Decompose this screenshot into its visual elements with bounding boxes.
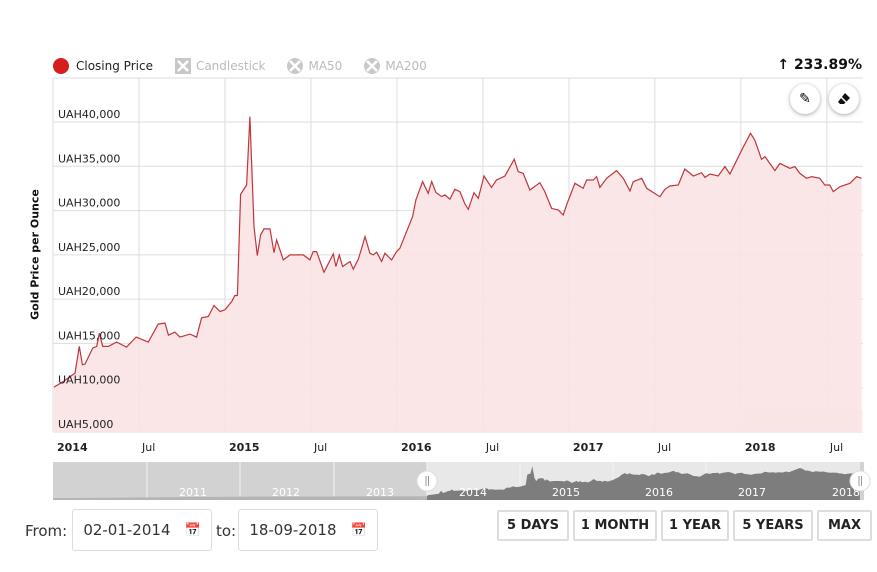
y-tick-label: UAH10,000 — [58, 374, 120, 387]
y-tick-label: UAH15,000 — [58, 329, 120, 342]
y-tick-label: UAH30,000 — [58, 197, 120, 210]
y-axis: UAH5,000 UAH10,000 UAH15,000 UAH20,000 UAH25… — [58, 108, 120, 431]
y-tick-label: UAH35,000 — [58, 152, 120, 165]
from-label: From: — [25, 522, 68, 540]
y-tick-label: UAH5,000 — [58, 418, 113, 431]
calendar-icon[interactable]: 📅 — [184, 522, 201, 538]
x-tick-label: 2018 — [745, 441, 776, 454]
navigator-year-label: 2013 — [366, 486, 394, 499]
from-date-value: 02-01-2014 — [83, 521, 171, 539]
x-axis: 2014 Jul 2015 Jul 2016 Jul 2017 Jul 2018 Jul — [57, 441, 843, 454]
navigator-year-label: 2015 — [552, 486, 580, 499]
navigator-year-label: 2017 — [738, 486, 766, 499]
erase-button[interactable] — [829, 84, 859, 114]
range-max-button[interactable]: MAX — [817, 510, 872, 541]
navigator-year-label: 2018 — [832, 486, 860, 499]
eraser-icon — [838, 93, 850, 104]
draw-button[interactable]: ✎ — [790, 84, 820, 114]
legend-ma200[interactable]: MA200 — [364, 58, 427, 74]
pencil-icon: ✎ — [799, 91, 811, 107]
series-area — [54, 116, 862, 432]
navigator[interactable]: 2011 2012 2013 2014 2015 2016 2017 2018 — [53, 462, 871, 500]
y-tick-label: UAH20,000 — [58, 285, 120, 298]
legend-closing-price[interactable]: Closing Price — [53, 58, 153, 74]
legend-label: MA50 — [308, 59, 343, 73]
series-closing-price — [53, 116, 862, 432]
to-label: to: — [216, 522, 237, 540]
x-tick-label: Jul — [313, 441, 327, 454]
x-tick-label: Jul — [829, 441, 843, 454]
change-value: 233.89% — [793, 57, 862, 73]
ma50-disabled-icon — [287, 58, 304, 74]
navigator-year-label: 2012 — [272, 486, 300, 499]
navigator-series-unselected — [53, 496, 427, 500]
legend-label: MA200 — [385, 59, 427, 73]
range-5-days-button[interactable]: 5 DAYS — [497, 510, 569, 541]
x-tick-label: 2017 — [573, 441, 604, 454]
legend-label: Candlestick — [195, 59, 266, 73]
arrow-up-icon: ↑ — [777, 57, 790, 73]
x-tick-label: Jul — [141, 441, 155, 454]
navigator-series-selected — [427, 466, 860, 500]
x-tick-label: Jul — [485, 441, 499, 454]
series-line — [53, 116, 862, 388]
calendar-icon[interactable]: 📅 — [350, 522, 367, 538]
legend: Closing Price Candlestick MA50 MA200 — [53, 58, 449, 74]
ma200-disabled-icon — [364, 58, 381, 74]
x-tick-label: 2014 — [57, 441, 88, 454]
navigator-year-label: 2016 — [645, 486, 673, 499]
handle-knob — [416, 470, 438, 492]
x-tick-label: Jul — [657, 441, 671, 454]
to-date-value: 18-09-2018 — [249, 521, 337, 539]
navigator-left-handle[interactable] — [416, 470, 438, 492]
range-1-year-button[interactable]: 1 YEAR — [661, 510, 729, 541]
range-1-month-button[interactable]: 1 MONTH — [573, 510, 657, 541]
range-5-years-button[interactable]: 5 YEARS — [733, 510, 813, 541]
y-axis-title: Gold Price per Ounce — [28, 189, 42, 320]
from-date-input[interactable]: 02-01-2014 📅 — [72, 509, 212, 551]
y-tick-label: UAH40,000 — [58, 108, 120, 121]
x-tick-label: 2015 — [229, 441, 260, 454]
x-tick-label: 2016 — [401, 441, 432, 454]
closing-price-dot-icon — [53, 58, 69, 74]
legend-label: Closing Price — [76, 59, 153, 73]
navigator-right-handle[interactable] — [849, 470, 871, 492]
handle-knob — [849, 470, 871, 492]
navigator-year-label: 2014 — [459, 486, 487, 499]
to-date-input[interactable]: 18-09-2018 📅 — [238, 509, 378, 551]
legend-ma50[interactable]: MA50 — [287, 58, 342, 74]
price-change: ↑ 233.89% — [777, 57, 862, 73]
legend-candlestick[interactable]: Candlestick — [174, 58, 266, 74]
y-tick-label: UAH25,000 — [58, 241, 120, 254]
candlestick-disabled-icon — [174, 58, 191, 74]
navigator-year-label: 2011 — [179, 486, 207, 499]
